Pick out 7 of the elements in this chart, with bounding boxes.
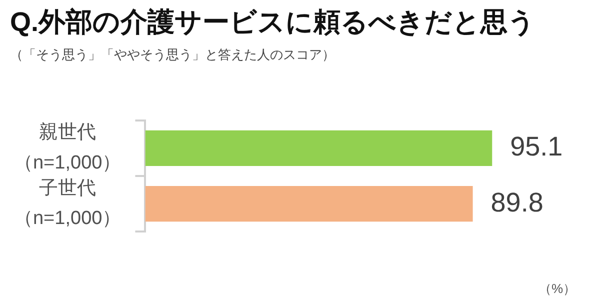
y-tick-label: 子世代（n=1,000） bbox=[14, 178, 122, 230]
text: （%） bbox=[538, 280, 576, 298]
y-tick-label: 親世代（n=1,000） bbox=[14, 122, 122, 174]
chart-subtitle: （「そう思う」「ややそう思う」と答えた人のスコア） bbox=[10, 46, 335, 64]
data-label: 95.1 bbox=[510, 132, 563, 162]
data-label: 89.8 bbox=[490, 187, 544, 218]
chart-title: Q.外部の介護サービスに頼るべきだと思う bbox=[10, 6, 536, 39]
